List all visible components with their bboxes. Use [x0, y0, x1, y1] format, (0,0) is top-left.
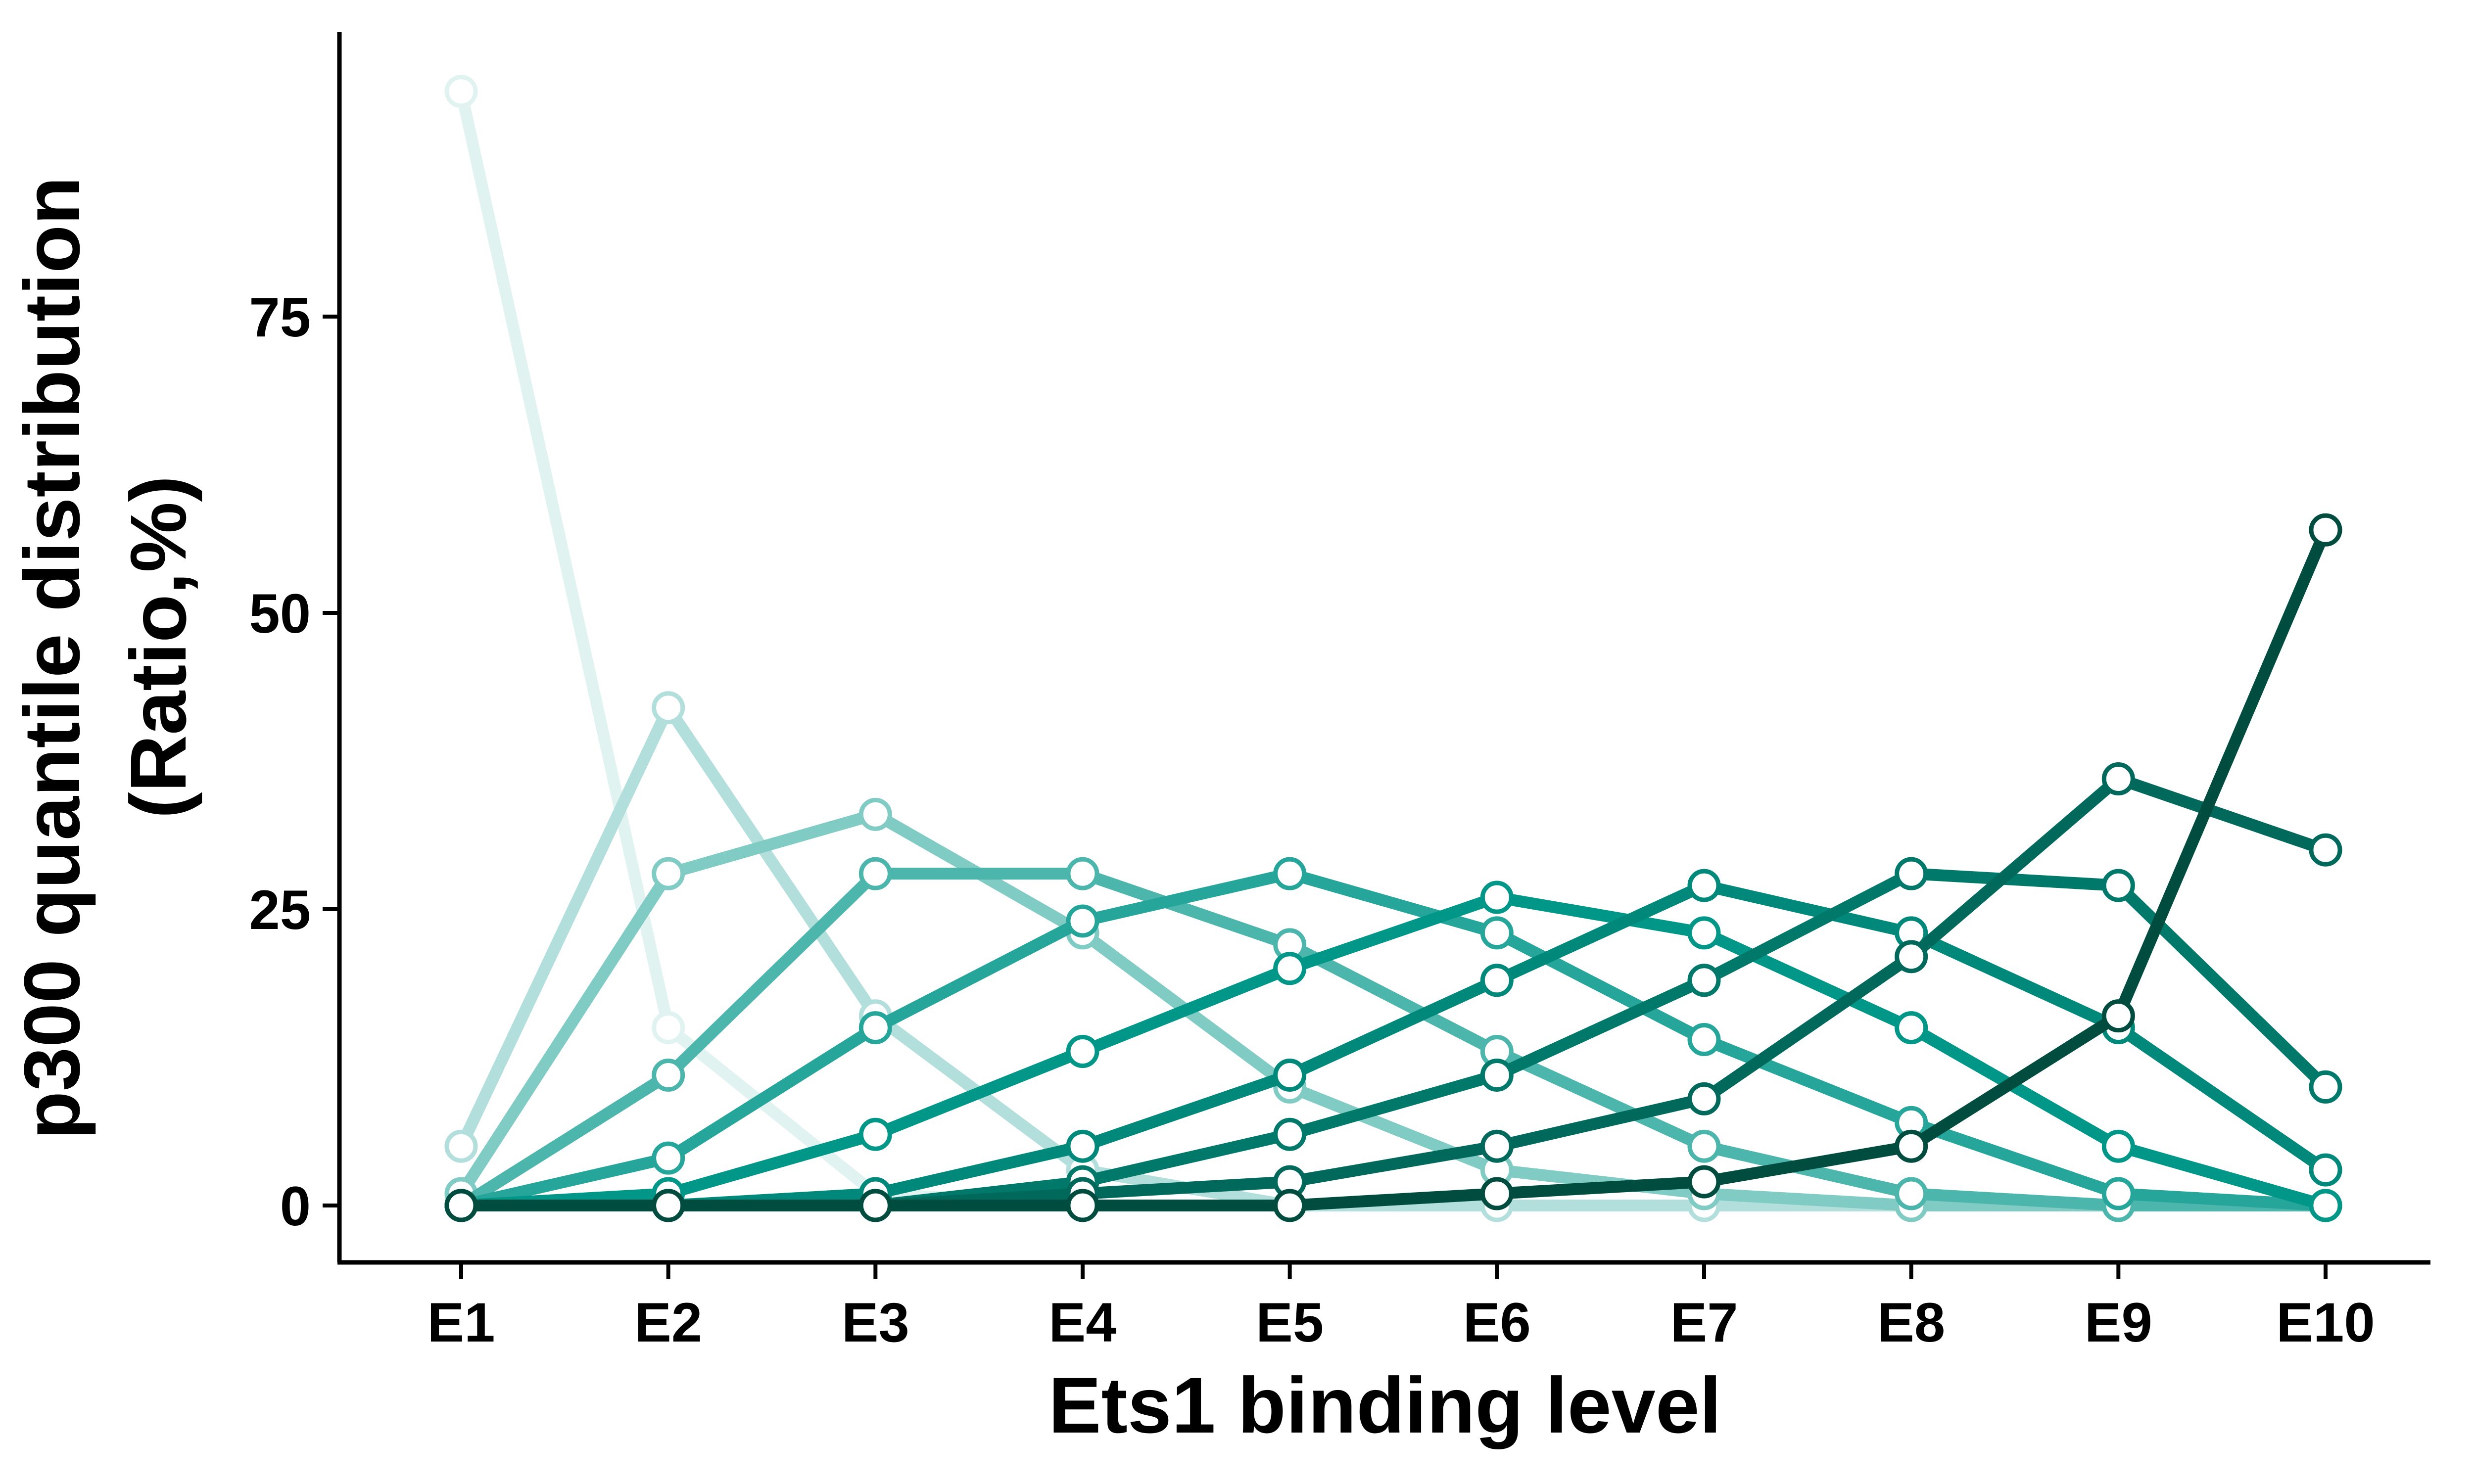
series-4	[444, 857, 2342, 1222]
series-4-line	[458, 868, 2326, 1211]
series-6-point-E5	[1273, 952, 1307, 985]
series-10-point-E9	[2101, 999, 2135, 1033]
series-7-point-E6	[1480, 964, 1514, 997]
series-6-point-E8	[1895, 1011, 1928, 1045]
series-1-point-E2	[652, 1011, 685, 1045]
series-4-point-E8	[1895, 1177, 1928, 1210]
series-10-point-E1	[444, 1189, 478, 1222]
y-tick-label-0: 0	[280, 1175, 311, 1237]
series-2	[444, 691, 2342, 1222]
y-tick-label-25: 25	[249, 879, 311, 941]
series-8-point-E7	[1687, 964, 1721, 997]
x-tick-label-E2: E2	[634, 1292, 702, 1353]
series-10-point-E6	[1480, 1177, 1514, 1210]
series-5-point-E9	[2101, 1177, 2135, 1210]
series-10-point-E3	[858, 1189, 892, 1222]
series-10-point-E5	[1273, 1189, 1307, 1222]
x-tick-label-E1: E1	[428, 1292, 495, 1353]
series-7-point-E10	[2309, 1153, 2342, 1187]
series-9-point-E10	[2309, 833, 2342, 867]
series-4-point-E4	[1066, 857, 1099, 890]
series-10-point-E8	[1895, 1129, 1928, 1163]
series-5-point-E2	[652, 1141, 685, 1175]
series-6-point-E3	[858, 1117, 892, 1151]
series-5-point-E5	[1273, 857, 1307, 890]
series-layer	[444, 75, 2342, 1222]
series-9-point-E9	[2101, 762, 2135, 795]
x-tick-label-E10: E10	[2276, 1292, 2375, 1353]
y-axis-title-line-1: p300 quantile distribution	[7, 177, 96, 1140]
y-tick-label-75: 75	[249, 286, 311, 348]
series-5-point-E7	[1687, 1023, 1721, 1057]
series-3-point-E2	[652, 857, 685, 890]
y-tick-label-50: 50	[249, 583, 311, 645]
series-6-point-E9	[2101, 1129, 2135, 1163]
series-10-line	[461, 527, 2331, 1211]
x-tick-label-E6: E6	[1463, 1292, 1531, 1353]
series-6-point-E4	[1066, 1035, 1099, 1068]
series-5-line	[460, 868, 2326, 1211]
series-1-point-E1	[444, 75, 478, 108]
y-axis-title: p300 quantile distribution (Ratio,%)	[7, 154, 202, 1139]
y-axis-title-line-2: (Ratio,%)	[114, 475, 202, 818]
series-2-point-E2	[652, 691, 685, 725]
series-8-point-E6	[1480, 1058, 1514, 1092]
x-tick-label-E5: E5	[1256, 1292, 1324, 1353]
series-5-point-E4	[1066, 904, 1099, 938]
series-8-point-E5	[1273, 1117, 1307, 1151]
x-axis-ticks: E1 E2 E3 E4 E5 E6 E7 E8 E9 E10	[428, 1262, 2375, 1353]
x-tick-label-E8: E8	[1877, 1292, 1945, 1353]
series-5-point-E6	[1480, 916, 1514, 950]
series-8-point-E8	[1895, 857, 1928, 890]
series-5-point-E3	[858, 1011, 892, 1045]
series-9-point-E6	[1480, 1129, 1514, 1163]
series-4-point-E3	[858, 857, 892, 890]
series-10-point-E7	[1687, 1165, 1721, 1199]
series-4-point-E7	[1687, 1129, 1721, 1163]
series-9-point-E7	[1687, 1082, 1721, 1115]
x-tick-label-E4: E4	[1049, 1292, 1117, 1353]
x-tick-label-E9: E9	[2085, 1292, 2152, 1353]
series-2-point-E1	[444, 1129, 478, 1163]
series-8-line	[461, 868, 2330, 1211]
axes-layer: 0 25 50 75 E1 E2 E3 E4 E5 E6 E7 E8 E9 E10 Ets1 bindi…	[7, 32, 2430, 1449]
series-6-point-E6	[1480, 881, 1514, 914]
series-10-point-E2	[652, 1189, 685, 1222]
series-7-point-E5	[1273, 1058, 1307, 1092]
series-10-point-E4	[1066, 1189, 1099, 1222]
series-3-point-E3	[858, 797, 892, 831]
series-10	[444, 513, 2342, 1222]
series-4-point-E2	[652, 1058, 685, 1092]
series-8-point-E10	[2309, 1070, 2342, 1104]
series-1-line	[455, 90, 2326, 1211]
series-6-point-E7	[1687, 916, 1721, 950]
series-9-point-E8	[1895, 940, 1928, 974]
series-6-point-E10	[2309, 1189, 2342, 1222]
x-tick-label-E7: E7	[1670, 1292, 1738, 1353]
series-8-point-E9	[2101, 869, 2135, 902]
series-7-point-E4	[1066, 1129, 1099, 1163]
series-10-point-E10	[2309, 513, 2342, 547]
y-axis-ticks: 0 25 50 75	[249, 286, 339, 1237]
x-axis-title: Ets1 binding level	[1048, 1361, 1721, 1449]
series-7-point-E7	[1687, 869, 1721, 902]
x-tick-label-E3: E3	[842, 1292, 909, 1353]
